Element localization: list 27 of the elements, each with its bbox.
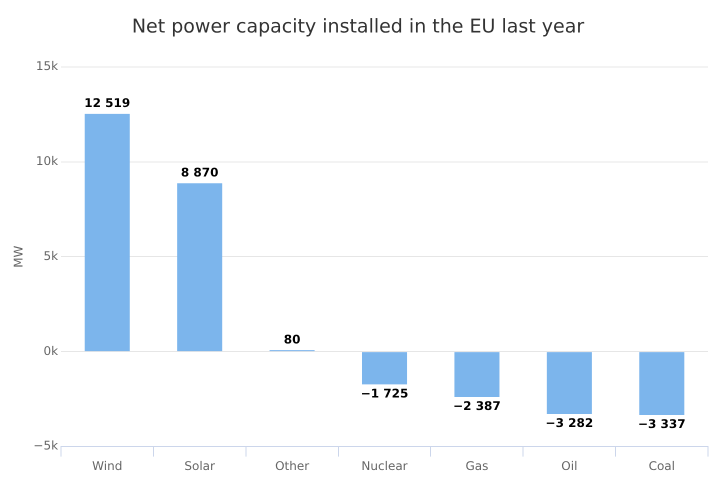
data-label: −3 282 (546, 416, 594, 430)
x-tick-label: Gas (465, 458, 488, 473)
y-axis-title: MW (11, 245, 26, 268)
bar (546, 352, 592, 414)
y-tick-label: 15k (36, 58, 58, 73)
bar (177, 183, 222, 352)
bar (362, 352, 408, 384)
chart-title: Net power capacity installed in the EU last year (132, 15, 584, 38)
y-tick-label: 5k (43, 248, 58, 263)
y-tick-label: 10k (36, 154, 58, 168)
y-tick-label: −5k (33, 438, 58, 453)
x-tick-label: Other (275, 458, 310, 473)
data-label: 8 870 (180, 165, 218, 180)
data-label: 80 (284, 332, 300, 346)
data-label: −1 725 (360, 386, 408, 401)
bar (639, 352, 684, 416)
bar (84, 114, 130, 352)
data-label: −3 337 (638, 417, 686, 432)
data-label: −2 387 (453, 399, 501, 414)
x-tick-label: Solar (184, 458, 216, 473)
bar (454, 352, 500, 397)
data-label: 12 519 (84, 96, 130, 110)
x-tick-label: Oil (561, 458, 578, 473)
x-tick-label: Coal (648, 458, 675, 473)
x-tick-label: Wind (92, 458, 122, 473)
y-tick-label: 0k (43, 344, 58, 358)
x-tick-label: Nuclear (361, 458, 408, 473)
